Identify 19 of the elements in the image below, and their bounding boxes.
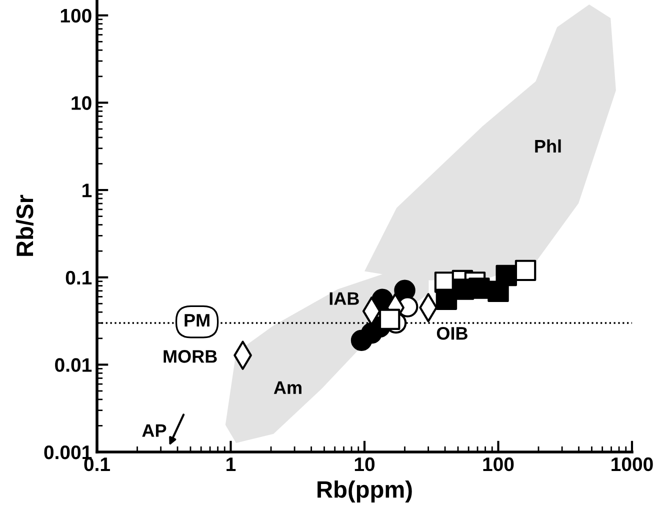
x-tick-label: 10 [354,457,375,472]
annotation: OIB [436,326,468,340]
y-tick-label: 0.001 [44,445,92,460]
annotation: IAB [330,292,359,305]
annotation: Am [274,381,302,394]
annotation: MORB [164,350,217,363]
x-tick-label: 1000 [612,457,653,472]
annotation: AP [142,424,166,437]
x-axis-title: Rb(ppm) [318,480,412,503]
y-tick-label: 0.01 [55,358,92,372]
y-tick-label: 1 [82,184,92,198]
annotation: Phl [535,139,561,152]
x-tick-label: 1 [226,458,236,471]
annotation: PM [184,314,210,326]
x-tick-label: 100 [483,457,514,472]
y-tick-label: 10 [72,96,92,110]
y-tick-label: 100 [60,8,92,23]
y-tick-label: 0.1 [66,270,92,285]
y-axis-title: Rb/Sr [16,194,34,256]
